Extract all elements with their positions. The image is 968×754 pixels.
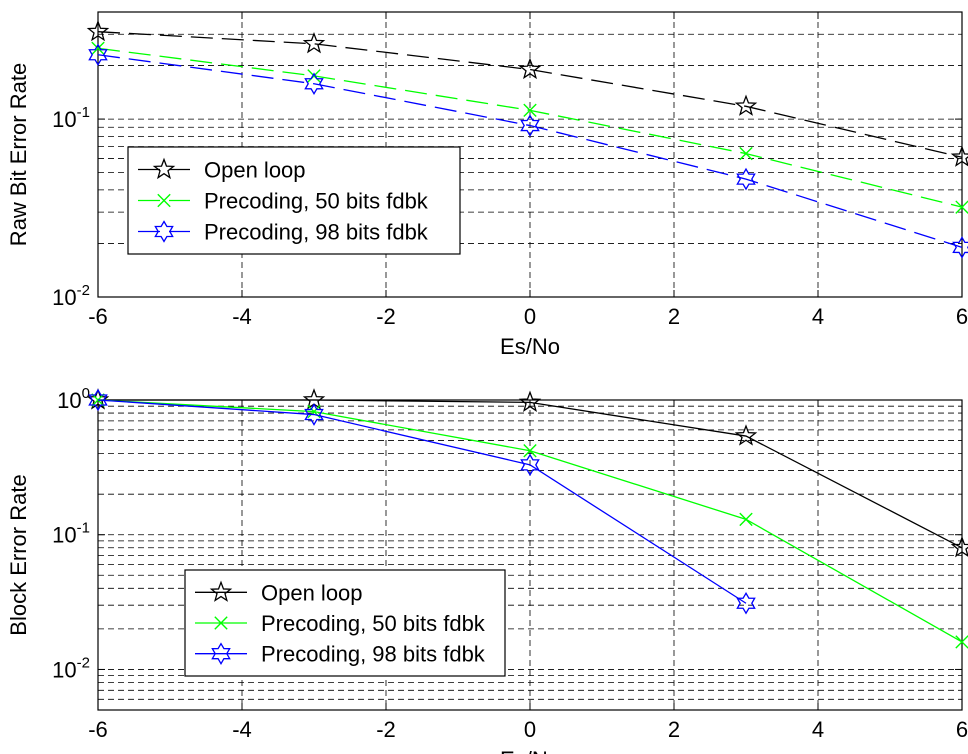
data-point-star-icon bbox=[86, 19, 110, 42]
x-tick-label: -2 bbox=[376, 717, 396, 742]
series-line bbox=[97, 54, 963, 249]
legend-label: Precoding, 98 bits fdbk bbox=[204, 220, 429, 245]
series-2 bbox=[91, 41, 968, 214]
data-point-star-icon bbox=[734, 424, 758, 446]
y-tick-label-exponent: 0 bbox=[82, 385, 90, 402]
y-tick-label-exponent: -2 bbox=[77, 282, 90, 299]
legend-item-1: Open loop bbox=[195, 580, 363, 605]
x-tick-label: -4 bbox=[232, 717, 252, 742]
data-point-hexagram-icon bbox=[88, 43, 108, 67]
data-point-x-icon bbox=[739, 146, 753, 161]
legend: Open loop Precoding, 50 bits fdbk Precodin… bbox=[184, 569, 506, 677]
legend-item-2: Precoding, 50 bits fdbk bbox=[195, 611, 486, 636]
legend-item-3: Precoding, 98 bits fdbk bbox=[138, 220, 429, 245]
series-1 bbox=[86, 388, 968, 558]
y-tick-label: 100 bbox=[57, 385, 90, 413]
x-axis-label: Es/No bbox=[500, 334, 560, 359]
y-axis-ticks: 10-110-2 bbox=[52, 104, 962, 310]
data-point-hexagram-icon bbox=[736, 591, 756, 615]
data-point-x-icon bbox=[523, 444, 537, 458]
series-line bbox=[97, 399, 747, 604]
data-point-x-icon bbox=[739, 512, 753, 527]
y-tick-label-base: 10 bbox=[57, 388, 81, 413]
legend-label: Precoding, 98 bits fdbk bbox=[261, 642, 486, 667]
series-line bbox=[98, 399, 963, 549]
y-tick-label-base: 10 bbox=[52, 285, 76, 310]
x-tick-label: 2 bbox=[668, 717, 680, 742]
series-3 bbox=[88, 43, 968, 259]
x-tick-label: -6 bbox=[88, 717, 108, 742]
series-1 bbox=[86, 19, 968, 167]
data-point-hexagram-icon bbox=[520, 114, 540, 137]
data-point-star-icon bbox=[950, 535, 968, 558]
data-point-star-icon bbox=[518, 57, 542, 80]
data-point-x-icon bbox=[91, 41, 105, 56]
data-point-star-icon bbox=[734, 94, 758, 116]
data-point-hexagram-icon bbox=[304, 403, 324, 426]
series-line bbox=[97, 31, 963, 158]
x-tick-label: -4 bbox=[232, 304, 252, 329]
legend-label: Precoding, 50 bits fdbk bbox=[261, 611, 486, 636]
legend-x-icon bbox=[214, 616, 228, 630]
data-point-hexagram-icon bbox=[520, 453, 540, 477]
legend-star-icon bbox=[209, 580, 233, 602]
x-tick-label: 2 bbox=[668, 304, 680, 329]
series-3 bbox=[88, 388, 756, 615]
y-tick-label-exponent: -1 bbox=[77, 104, 90, 121]
y-tick-label: 10-2 bbox=[52, 282, 90, 310]
x-tick-label: 4 bbox=[812, 304, 824, 329]
data-point-x-icon bbox=[955, 635, 968, 649]
x-axis-ticks: -6 -4 -2 0 2 4 6 bbox=[88, 400, 968, 742]
data-point-hexagram-icon bbox=[736, 167, 756, 191]
legend-label: Precoding, 50 bits fdbk bbox=[204, 189, 429, 214]
x-tick-label: 0 bbox=[524, 717, 536, 742]
legend-item-2: Precoding, 50 bits fdbk bbox=[138, 189, 429, 214]
y-tick-label-base: 10 bbox=[52, 107, 76, 132]
y-axis-label: Block Error Rate bbox=[6, 474, 31, 635]
data-point-hexagram-icon bbox=[952, 236, 968, 259]
data-point-x-icon bbox=[523, 103, 537, 118]
data-point-x-icon bbox=[955, 200, 968, 214]
y-tick-label: 10-1 bbox=[52, 520, 90, 548]
y-axis-label: Raw Bit Error Rate bbox=[6, 63, 31, 246]
legend-label: Open loop bbox=[204, 158, 306, 183]
x-tick-label: 4 bbox=[812, 717, 824, 742]
x-axis-label: Es/No bbox=[500, 747, 560, 754]
legend-hexagram-icon bbox=[211, 642, 231, 665]
legend: Open loop Precoding, 50 bits fdbk Precodin… bbox=[127, 146, 461, 255]
x-axis-ticks: -6 -4 -2 0 2 4 6 bbox=[88, 12, 968, 329]
y-tick-label-exponent: -2 bbox=[77, 654, 90, 671]
y-tick-label-exponent: -1 bbox=[77, 520, 90, 537]
x-tick-label: 0 bbox=[524, 304, 536, 329]
y-tick-label-base: 10 bbox=[52, 657, 76, 682]
data-series bbox=[86, 388, 968, 649]
data-point-star-icon bbox=[950, 145, 968, 167]
y-tick-label: 10-1 bbox=[52, 104, 90, 132]
legend-item-3: Precoding, 98 bits fdbk bbox=[195, 642, 486, 667]
y-tick-label-base: 10 bbox=[52, 523, 76, 548]
legend-label: Open loop bbox=[261, 580, 363, 605]
x-tick-label: 6 bbox=[956, 717, 968, 742]
legend-star-icon bbox=[152, 157, 176, 180]
legend-hexagram-icon bbox=[154, 220, 174, 243]
data-series bbox=[86, 19, 968, 259]
data-point-x-icon bbox=[307, 69, 321, 83]
data-point-hexagram-icon bbox=[304, 72, 324, 96]
x-tick-label: 6 bbox=[956, 304, 968, 329]
data-point-star-icon bbox=[302, 31, 326, 54]
x-tick-label: -2 bbox=[376, 304, 396, 329]
x-tick-label: -6 bbox=[88, 304, 108, 329]
legend-item-1: Open loop bbox=[138, 158, 306, 183]
y-tick-label: 10-2 bbox=[52, 654, 90, 682]
data-point-hexagram-icon bbox=[88, 388, 108, 412]
data-point-star-icon bbox=[518, 390, 542, 412]
legend-x-icon bbox=[157, 193, 171, 208]
